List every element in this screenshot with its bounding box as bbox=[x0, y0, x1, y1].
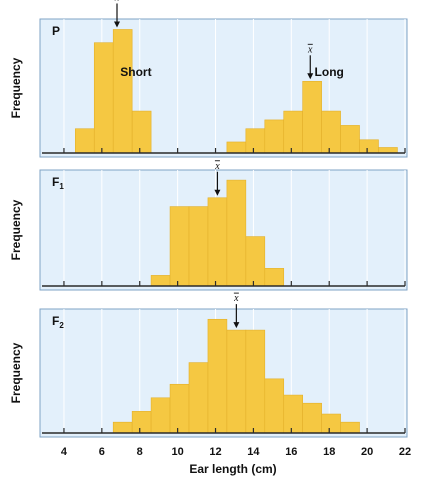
panel-1: P Frequency x x Short Long bbox=[9, 0, 408, 158]
x-tick-label: 20 bbox=[361, 446, 373, 458]
histogram-bar bbox=[245, 128, 266, 154]
histogram-bar bbox=[226, 179, 247, 287]
x-tick-label: 12 bbox=[209, 446, 221, 458]
histogram-bar bbox=[264, 119, 285, 154]
histogram-bar bbox=[245, 329, 266, 434]
y-axis-label: Frequency bbox=[9, 199, 23, 260]
histogram-bar bbox=[321, 413, 341, 434]
histogram-bar bbox=[283, 110, 303, 154]
histogram-bar bbox=[169, 206, 190, 287]
mean-marker: x bbox=[307, 43, 314, 80]
histogram-bar bbox=[245, 236, 266, 287]
histogram-bar bbox=[188, 362, 209, 434]
y-axis-label: Frequency bbox=[9, 342, 23, 403]
histogram-bar bbox=[150, 275, 171, 287]
mean-marker: x bbox=[233, 292, 240, 329]
histogram-bar bbox=[359, 139, 379, 154]
x-tick-label: 16 bbox=[285, 446, 297, 458]
histogram-bar bbox=[283, 394, 303, 434]
histogram-bar bbox=[188, 206, 209, 287]
mean-arrowhead bbox=[214, 189, 221, 196]
mean-symbol: x bbox=[307, 44, 313, 55]
histogram-bar bbox=[378, 147, 398, 154]
mean-arrowhead bbox=[307, 73, 314, 80]
histogram-bar bbox=[340, 125, 360, 154]
x-tick-label: 14 bbox=[247, 446, 260, 458]
histogram-bar bbox=[264, 378, 285, 434]
mean-arrowhead bbox=[233, 322, 240, 329]
histogram-bar bbox=[340, 421, 360, 434]
histogram-bar bbox=[302, 402, 322, 434]
y-axis-label: Frequency bbox=[9, 57, 23, 118]
x-tick-label: 18 bbox=[323, 446, 335, 458]
panels: PFrequencyxxShortLongF1FrequencyxF2Frequ… bbox=[9, 0, 408, 438]
mean-symbol: x bbox=[114, 0, 120, 3]
histogram-bar bbox=[226, 141, 247, 154]
histogram-bar bbox=[302, 81, 322, 154]
x-tick-label: 8 bbox=[137, 446, 143, 458]
x-tick-label: 10 bbox=[172, 446, 184, 458]
histogram-bar bbox=[75, 128, 95, 154]
histogram-bar bbox=[207, 197, 228, 287]
annotation-label: Long bbox=[315, 65, 344, 79]
mean-marker: x bbox=[214, 160, 221, 196]
histogram-bar bbox=[131, 110, 152, 154]
histogram-bar bbox=[226, 329, 247, 434]
histogram-bar bbox=[150, 397, 171, 434]
panel-label-subscript: 1 bbox=[59, 182, 64, 191]
histogram-bar bbox=[93, 42, 114, 154]
histogram-bar bbox=[207, 318, 228, 434]
histogram-bar bbox=[112, 421, 133, 434]
histogram-bar bbox=[321, 110, 341, 154]
panel-label-subscript: 2 bbox=[59, 321, 64, 330]
panel-label: P bbox=[52, 24, 60, 38]
mean-symbol: x bbox=[233, 293, 239, 304]
mean-arrowhead bbox=[114, 21, 120, 28]
x-axis: 4 6 8 10 12 14 16 18 20 22 bbox=[61, 446, 411, 458]
histogram-bar bbox=[169, 383, 190, 434]
mean-marker: x bbox=[114, 0, 120, 28]
x-tick-label: 6 bbox=[99, 446, 105, 458]
x-tick-label: 22 bbox=[399, 446, 411, 458]
annotation-label: Short bbox=[120, 65, 151, 79]
x-tick-label: 4 bbox=[61, 446, 68, 458]
histogram-bar bbox=[112, 29, 133, 154]
x-axis-label: Ear length (cm) bbox=[189, 462, 276, 476]
mean-symbol: x bbox=[214, 161, 220, 172]
histogram-bar bbox=[264, 268, 285, 287]
histogram-bar bbox=[131, 411, 152, 434]
